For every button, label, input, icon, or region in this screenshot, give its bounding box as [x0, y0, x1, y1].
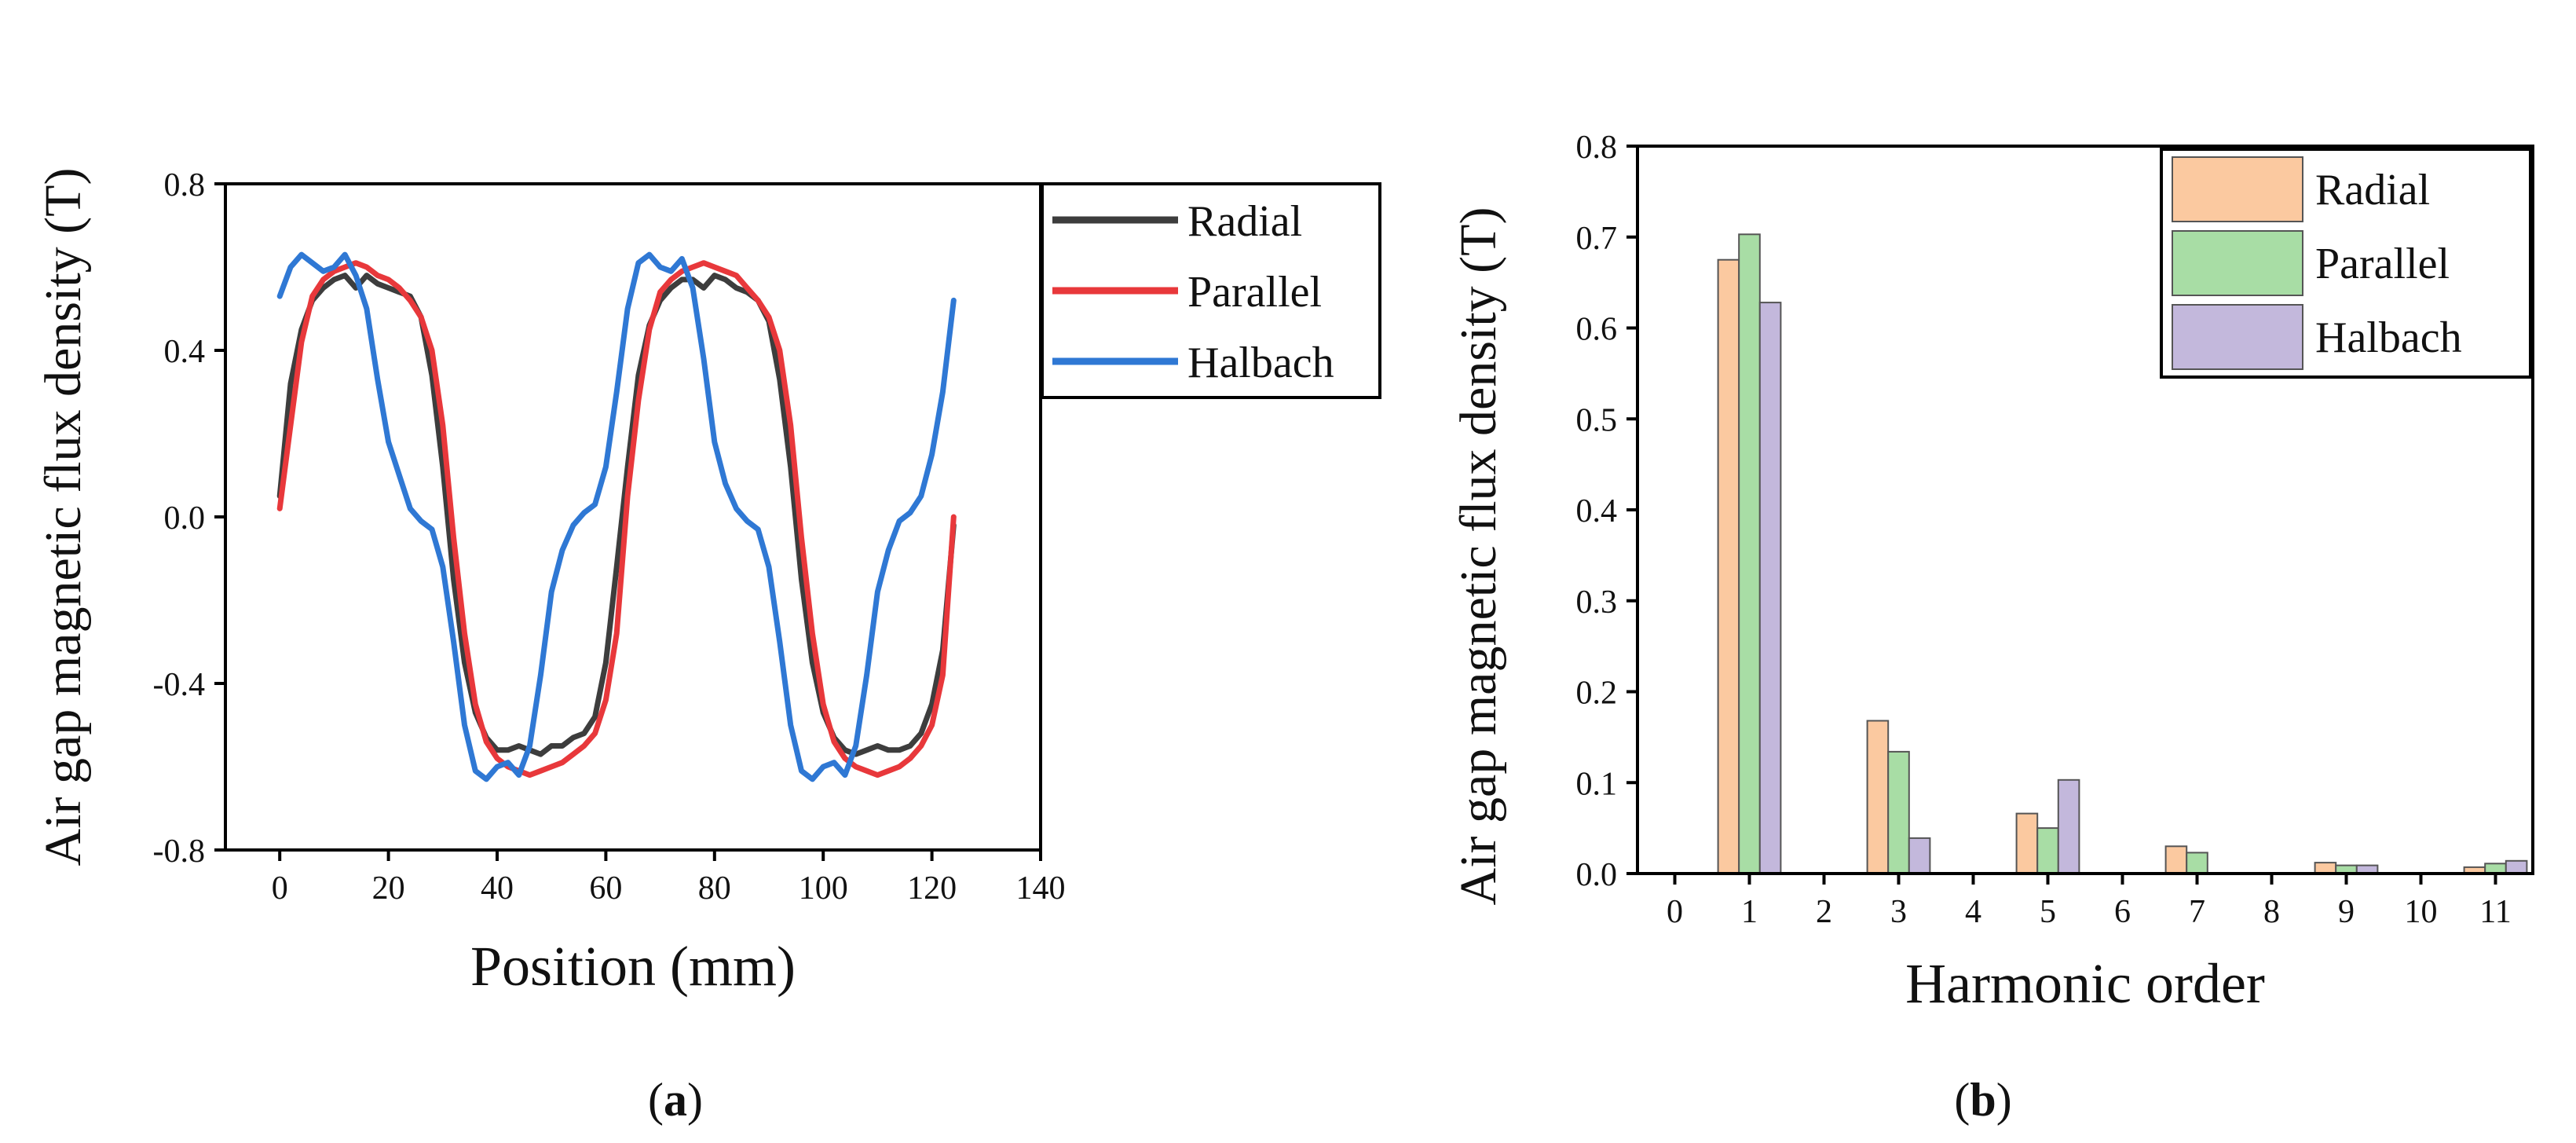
chart-b-x-tick-label: 7 — [2189, 894, 2205, 930]
chart-a-y-ticks: -0.8 -0.4 0.0 0.4 0.8 — [153, 167, 225, 870]
chart-b-x-title: Harmonic order — [1905, 952, 2265, 1015]
chart-a-y-tick-label: -0.4 — [153, 667, 206, 703]
chart-a-y-tick-label: 0.0 — [164, 500, 206, 537]
chart-b-x-tick-label: 5 — [2040, 894, 2056, 930]
chart-b-legend: Radial Parallel Halbach — [2160, 148, 2532, 379]
legend-a-radial-label: Radial — [1187, 197, 1302, 246]
chart-b-x-tick-label: 10 — [2405, 894, 2438, 930]
chart-a-series-parallel-line — [276, 260, 957, 778]
chart-b-x-tick-label: 0 — [1667, 894, 1683, 930]
chart-a-y-tick-label: -0.8 — [153, 833, 206, 870]
chart-b-bar-parallel-h1 — [1738, 233, 1761, 874]
chart-b-bar-radial-h5 — [2015, 812, 2039, 874]
chart-a-series-halbach-line — [276, 251, 957, 782]
chart-a-y-tick-label: 0.4 — [164, 334, 206, 370]
legend-b-parallel-label: Parallel — [2315, 240, 2450, 288]
chart-b-y-tick-label: 0.7 — [1576, 221, 1618, 257]
chart-a-lines — [276, 251, 957, 782]
chart-b-bar-radial-h9 — [2314, 862, 2337, 874]
chart-a-x-tick-label: 40 — [481, 870, 514, 907]
chart-b-y-tick-label: 0.5 — [1576, 402, 1618, 438]
chart-a-x-tick-label: 0 — [272, 870, 288, 907]
legend-b-radial-swatch — [2172, 156, 2303, 222]
caption-a: (a) — [648, 1074, 703, 1126]
chart-b-bar-radial-h1 — [1717, 258, 1740, 874]
chart-b-bar-halbach-h3 — [1908, 837, 1931, 875]
chart-b-x-tick-label: 11 — [2479, 894, 2511, 930]
legend-b-parallel-swatch — [2172, 230, 2303, 296]
chart-b-y-title: Air gap magnetic flux density (T) — [1450, 207, 1507, 906]
chart-a-series-radial-line — [276, 273, 957, 757]
chart-b-x-tick-label: 9 — [2338, 894, 2355, 930]
chart-b-y-tick-label: 0.6 — [1576, 312, 1618, 348]
caption-b: (b) — [1954, 1074, 2011, 1126]
chart-a-x-tick-label: 20 — [372, 870, 405, 907]
chart-b-x-tick-label: 8 — [2263, 894, 2280, 930]
chart-b-bar-radial-h7 — [2164, 845, 2188, 875]
chart-a-legend: Radial Parallel Halbach — [1041, 182, 1381, 399]
chart-b-bar-halbach-h5 — [2057, 778, 2080, 874]
chart-a-x-tick-label: 120 — [907, 870, 957, 907]
chart-b-bar-halbach-h11 — [2505, 859, 2528, 875]
chart-b-y-tick-label: 0.8 — [1576, 130, 1618, 166]
chart-a-x-tick-label: 80 — [698, 870, 731, 907]
chart-a-y-tick-label: 0.8 — [164, 167, 206, 203]
chart-b-x-tick-label: 3 — [1890, 894, 1907, 930]
chart-b-y-tick-label: 0.2 — [1576, 676, 1618, 712]
legend-b-halbach-label: Halbach — [2315, 313, 2462, 362]
chart-b-bar-parallel-h7 — [2186, 852, 2208, 875]
legend-b-halbach-swatch — [2172, 304, 2303, 370]
chart-a-x-ticks: 0 20 40 60 80 100 120 140 — [272, 850, 1066, 907]
chart-a-x-tick-label: 140 — [1016, 870, 1066, 907]
chart-b-bar-radial-h3 — [1866, 720, 1890, 874]
chart-b-x-ticks: 0 1 2 3 4 5 6 7 8 9 10 11 — [1667, 874, 2512, 930]
chart-a-x-title: Position (mm) — [470, 935, 796, 998]
chart-b-bar-parallel-h5 — [2036, 827, 2059, 874]
chart-b-x-tick-label: 1 — [1741, 894, 1758, 930]
chart-b-y-tick-label: 0.1 — [1576, 766, 1618, 802]
chart-a-x-tick-label: 60 — [589, 870, 622, 907]
chart-b-x-tick-label: 4 — [1965, 894, 1981, 930]
chart-b-bar-parallel-h3 — [1887, 750, 1910, 875]
legend-a-halbach-label: Halbach — [1187, 339, 1334, 387]
chart-a: 0 20 40 60 80 100 120 140 -0.8 -0.4 0.0 0.4 0.8 Pos… — [35, 167, 1381, 998]
chart-b-y-ticks: 0.0 0.1 0.2 0.3 0.4 0.5 0.6 0.7 0.8 — [1576, 130, 1637, 893]
chart-b-y-tick-label: 0.3 — [1576, 584, 1618, 621]
chart-b-x-tick-label: 6 — [2114, 894, 2131, 930]
chart-b-x-tick-label: 2 — [1816, 894, 1832, 930]
chart-b-y-tick-label: 0.4 — [1576, 493, 1618, 529]
chart-a-y-title: Air gap magnetic flux density (T) — [35, 168, 92, 866]
legend-b-radial-label: Radial — [2315, 166, 2430, 214]
chart-b: 0 1 2 3 4 5 6 7 8 9 10 11 0.00.10.20.30.40.50.60.70… — [1450, 130, 2534, 1015]
chart-b-bar-halbach-h1 — [1758, 302, 1782, 875]
chart-a-x-tick-label: 100 — [799, 870, 848, 907]
chart-b-y-tick-label: 0.0 — [1576, 857, 1618, 893]
legend-a-parallel-label: Parallel — [1187, 268, 1322, 317]
